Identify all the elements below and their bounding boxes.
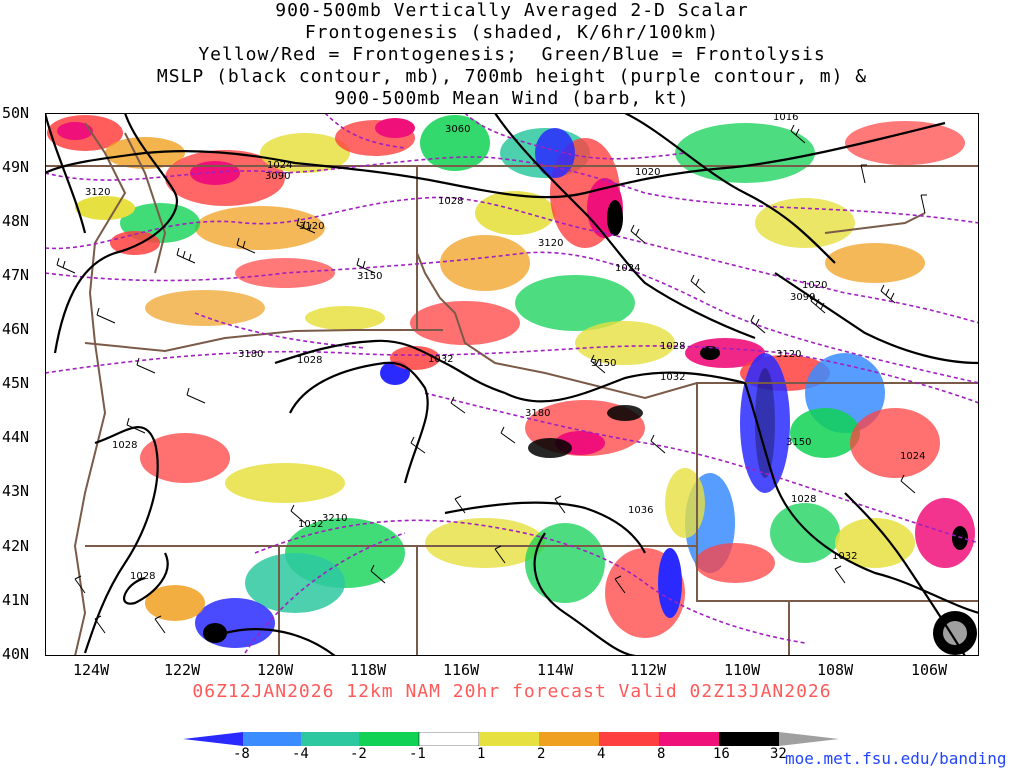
lat-label-48n: 48N — [2, 212, 30, 230]
colorbar-label: 2 — [537, 746, 546, 762]
mslp-label: 1028 — [112, 440, 137, 451]
colorbar-swatch — [599, 732, 659, 746]
lon-label-112w: 112W — [630, 661, 667, 679]
lat-label-49n: 49N — [2, 158, 30, 176]
lon-label-110w: 110W — [724, 661, 761, 679]
colorbar-label: -1 — [409, 746, 426, 762]
height-contour-labels: 3060 3090 3090 3120 3120 3120 3120 3150 … — [85, 124, 815, 524]
colorbar-swatch — [183, 732, 243, 746]
title-line-1: 900-500mb Vertically Averaged 2-D Scalar — [275, 0, 749, 21]
chart-title: 900-500mb Vertically Averaged 2-D Scalar… — [0, 0, 1024, 110]
height-label: 3180 — [525, 408, 550, 419]
lat-label-50n: 50N — [2, 104, 30, 122]
lat-label-41n: 41N — [2, 591, 30, 609]
lon-label-122w: 122W — [164, 661, 201, 679]
title-line-3: Yellow/Red = Frontogenesis; Green/Blue =… — [198, 44, 826, 65]
website-link[interactable]: moe.met.fsu.edu/banding — [785, 749, 1007, 768]
height-label: 3120 — [538, 238, 563, 249]
political-borders — [45, 122, 979, 656]
mslp-label: 1028 — [438, 196, 463, 207]
lon-label-106w: 106W — [911, 661, 948, 679]
lat-label-46n: 46N — [2, 320, 30, 338]
title-line-5: 900-500mb Mean Wind (barb, kt) — [334, 88, 690, 109]
mslp-label: 1024 — [615, 263, 640, 274]
colorbar-swatch — [301, 732, 359, 746]
mslp-label: 1024 — [900, 451, 925, 462]
lat-label-40n: 40N — [2, 645, 30, 663]
colorbar-label: 16 — [713, 746, 730, 762]
mslp-contour-labels: 1016 1020 1020 1024 1024 1024 1028 1028 … — [112, 113, 925, 582]
mslp-label: 1016 — [773, 113, 798, 123]
lon-label-124w: 124W — [73, 661, 110, 679]
run-info: 06Z12JAN2026 12km NAM 20hr forecast Vali… — [192, 681, 832, 702]
height-label: 3090 — [265, 171, 290, 182]
colorbar-swatch — [779, 732, 839, 746]
colorbar-label: 4 — [597, 746, 606, 762]
colorbar-label: 1 — [477, 746, 486, 762]
height-label: 3120 — [85, 187, 110, 198]
height-label: 3210 — [322, 513, 347, 524]
colorbar-swatch — [719, 732, 779, 746]
mslp-label: 1024 — [267, 160, 292, 171]
mslp-label: 1020 — [802, 280, 827, 291]
mslp-label: 1036 — [628, 505, 653, 516]
colorbar-label: -4 — [292, 746, 309, 762]
height-label: 3120 — [299, 221, 324, 232]
mslp-contours — [45, 113, 979, 656]
mslp-label: 1032 — [660, 372, 685, 383]
height-label: 3150 — [357, 271, 382, 282]
wind-barbs — [56, 124, 927, 634]
colorbar-swatch — [243, 732, 301, 746]
colorbar-swatch — [359, 732, 419, 746]
colorbar-swatch — [418, 732, 480, 746]
title-line-4: MSLP (black contour, mb), 700mb height (… — [156, 66, 868, 87]
height-contours — [45, 113, 979, 654]
map-frame — [45, 113, 979, 656]
mslp-label: 1032 — [298, 519, 323, 530]
height-label: 3120 — [776, 349, 801, 360]
frontogenesis-map: 1016 1020 1020 1024 1024 1024 1028 1028 … — [45, 113, 979, 656]
lat-label-42n: 42N — [2, 537, 30, 555]
colorbar-label: -8 — [233, 746, 250, 762]
colorbar-label: -2 — [350, 746, 367, 762]
mslp-label: 1028 — [297, 355, 322, 366]
lat-label-45n: 45N — [2, 374, 30, 392]
height-label: 3150 — [786, 437, 811, 448]
lon-label-114w: 114W — [537, 661, 574, 679]
lat-label-44n: 44N — [2, 428, 30, 446]
colorbar-label: 8 — [657, 746, 666, 762]
title-line-2: Frontogenesis (shaded, K/6hr/100km) — [304, 22, 720, 43]
colorbar — [183, 732, 839, 746]
mslp-label: 1020 — [635, 167, 660, 178]
mslp-label: 1028 — [791, 494, 816, 505]
height-label: 3150 — [591, 358, 616, 369]
colorbar-swatch — [659, 732, 719, 746]
lon-label-118w: 118W — [350, 661, 387, 679]
height-label: 3060 — [445, 124, 470, 135]
lat-label-47n: 47N — [2, 266, 30, 284]
lon-label-116w: 116W — [443, 661, 480, 679]
lat-label-43n: 43N — [2, 482, 30, 500]
height-label: 3090 — [790, 292, 815, 303]
mslp-label: 1032 — [428, 354, 453, 365]
lon-label-120w: 120W — [257, 661, 294, 679]
colorbar-swatch — [539, 732, 599, 746]
mslp-label: 1028 — [660, 341, 685, 352]
mslp-label: 1032 — [832, 551, 857, 562]
colorbar-swatch — [479, 732, 539, 746]
colorbar-label: 32 — [770, 746, 787, 762]
height-label: 3180 — [238, 349, 263, 360]
lon-label-108w: 108W — [817, 661, 854, 679]
map-panel: 1016 1020 1020 1024 1024 1024 1028 1028 … — [45, 113, 979, 656]
mslp-label: 1028 — [130, 571, 155, 582]
